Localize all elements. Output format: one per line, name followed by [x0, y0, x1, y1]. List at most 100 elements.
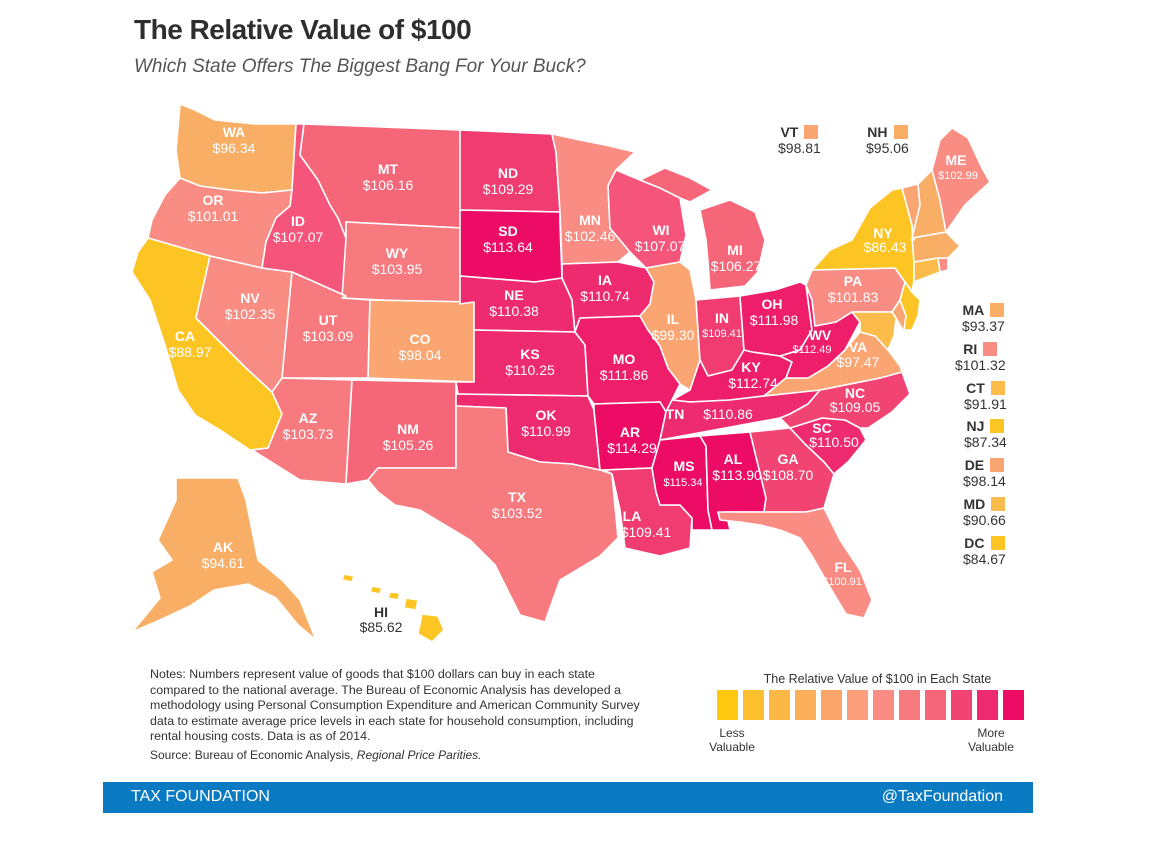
label-ND-value: $109.29	[483, 181, 534, 197]
side-label-MA: MA $93.37	[962, 302, 1005, 334]
label-MS-abbr: MS	[674, 458, 695, 474]
swatch-NH	[893, 125, 908, 139]
side-label-NH: NH $95.06	[866, 124, 909, 156]
legend-swatch	[821, 690, 842, 720]
legend-color-scale	[717, 690, 1024, 720]
side-MA-value: $93.37	[962, 318, 1005, 334]
label-WY-value: $103.95	[372, 261, 423, 277]
label-MO-value: $111.86	[600, 367, 649, 383]
label-AZ-value: $103.73	[283, 426, 334, 442]
label-MT-value: $106.16	[363, 177, 414, 193]
label-AL-value: $113.90	[712, 467, 762, 483]
label-OK-value: $110.99	[521, 423, 571, 439]
side-CT-abbr: CT	[966, 380, 985, 396]
legend-swatch	[977, 690, 998, 720]
label-SC-value: $110.50	[809, 434, 859, 450]
label-WA-abbr: WA	[223, 124, 246, 140]
label-FL-value: $100.91	[822, 576, 862, 588]
label-ID-value: $107.07	[273, 229, 324, 245]
legend-high-label-line2: Valuable	[968, 740, 1014, 754]
label-WV-abbr: WV	[809, 327, 832, 343]
label-PA-abbr: PA	[844, 273, 862, 289]
label-TX-value: $103.52	[492, 505, 543, 521]
side-label-VT: VT $98.81	[778, 124, 821, 156]
label-IA-value: $110.74	[580, 288, 630, 304]
label-OK-abbr: OK	[536, 407, 557, 423]
state-RI	[937, 257, 949, 273]
footer-bar: TAX FOUNDATION @TaxFoundation	[103, 782, 1033, 813]
state-AK	[131, 477, 317, 641]
label-ID-abbr: ID	[291, 213, 305, 229]
label-KS-abbr: KS	[520, 346, 539, 362]
label-NE-value: $110.38	[489, 303, 539, 319]
label-NY-abbr: NY	[873, 225, 893, 241]
label-GA-abbr: GA	[778, 451, 799, 467]
state-FL	[717, 507, 873, 619]
legend-swatch	[769, 690, 790, 720]
label-LA-abbr: LA	[623, 508, 642, 524]
swatch-MD	[991, 497, 1006, 511]
label-CA-abbr: CA	[175, 328, 195, 344]
side-MA-abbr: MA	[962, 302, 985, 318]
side-CT-value: $91.91	[964, 396, 1007, 412]
label-SD-value: $113.64	[483, 239, 533, 255]
label-IL-value: $99.30	[652, 327, 695, 343]
label-KY-value: $112.74	[728, 375, 778, 391]
label-MI-abbr: MI	[727, 242, 743, 258]
side-label-CT: CT $91.91	[964, 380, 1007, 412]
label-TN-abbr: TN	[666, 406, 685, 422]
label-IN-value: $109.41	[702, 328, 742, 340]
notes-text: Notes: Numbers represent value of goods …	[150, 667, 640, 743]
swatch-NJ	[990, 419, 1005, 433]
label-IN-abbr: IN	[715, 310, 729, 326]
label-AK-abbr: AK	[213, 539, 233, 555]
side-MD-value: $90.66	[963, 512, 1006, 528]
label-PA-value: $101.83	[828, 289, 879, 305]
label-SC-abbr: SC	[812, 420, 831, 436]
label-NE-abbr: NE	[504, 287, 523, 303]
label-SD-abbr: SD	[498, 223, 517, 239]
label-CO-abbr: CO	[410, 331, 431, 347]
label-NC-abbr: NC	[845, 385, 865, 401]
label-LA-value: $109.41	[621, 524, 672, 540]
side-VT-value: $98.81	[778, 140, 821, 156]
state-ME	[931, 127, 991, 233]
label-OH-abbr: OH	[762, 296, 783, 312]
legend-high-label-line1: More	[977, 726, 1005, 740]
label-CO-value: $98.04	[399, 347, 442, 363]
label-HI-abbr: HI	[374, 604, 388, 620]
label-MN-abbr: MN	[579, 212, 601, 228]
label-WI-abbr: WI	[652, 222, 669, 238]
legend-swatch	[795, 690, 816, 720]
label-NM-value: $105.26	[383, 437, 434, 453]
label-MO-abbr: MO	[613, 351, 636, 367]
label-KY-abbr: KY	[741, 359, 761, 375]
swatch-CT	[990, 381, 1005, 395]
state-TX	[367, 405, 619, 623]
label-UT-value: $103.09	[303, 328, 354, 344]
chart-title: The Relative Value of $100	[134, 14, 472, 45]
side-RI-value: $101.32	[955, 357, 1006, 373]
footer-handle: @TaxFoundation	[881, 788, 1003, 805]
label-OH-value: $111.98	[750, 312, 799, 328]
label-WY-abbr: WY	[386, 245, 409, 261]
label-AL-abbr: AL	[724, 451, 743, 467]
swatch-RI	[983, 342, 998, 356]
label-WV-value: $112.49	[793, 344, 832, 356]
label-MN-value: $102.46	[565, 228, 616, 244]
source-line: Source: Bureau of Economic Analysis, Reg…	[150, 748, 482, 762]
source-title: Regional Price Parities.	[356, 748, 482, 762]
side-label-RI: RI $101.32	[955, 341, 1006, 373]
legend-swatch	[717, 690, 738, 720]
side-RI-abbr: RI	[963, 341, 978, 357]
state-HI	[341, 573, 445, 643]
label-NM-abbr: NM	[397, 421, 419, 437]
label-ME-value: $102.99	[938, 170, 978, 182]
state-MI	[639, 167, 766, 291]
legend-low-label: Less Valuable	[706, 726, 758, 754]
legend-swatch	[743, 690, 764, 720]
label-MI-value: $106.27	[711, 258, 762, 274]
swatch-MA	[990, 303, 1005, 317]
state-IL	[639, 261, 701, 391]
label-NV-value: $102.35	[225, 306, 276, 322]
